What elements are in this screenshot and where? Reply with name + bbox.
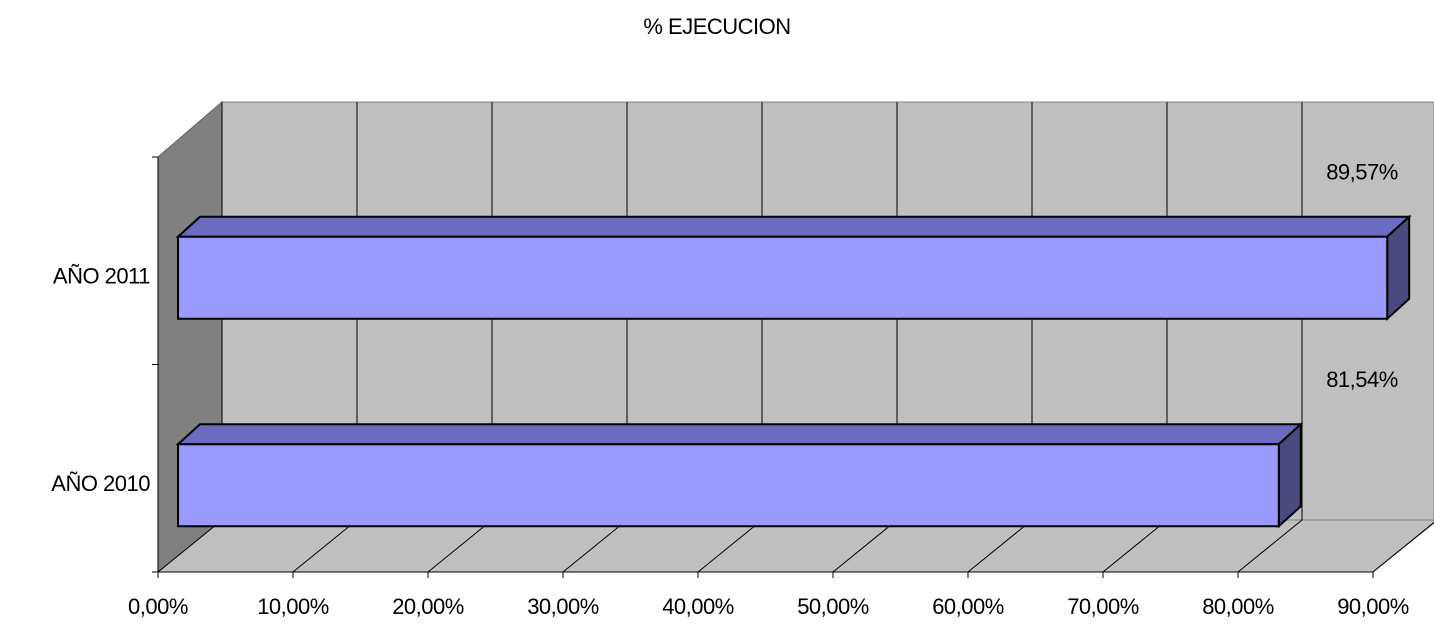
chart-title: % EJECUCION	[643, 14, 790, 39]
bar-top	[175, 423, 1304, 446]
bar-top	[175, 215, 1412, 238]
bar	[177, 443, 1280, 528]
floor-grid-line	[967, 519, 1033, 573]
bar	[177, 235, 1389, 320]
floor	[156, 519, 1434, 573]
x-tick-label: 60,00%	[932, 594, 1004, 619]
x-tick-label: 10,00%	[257, 594, 329, 619]
x-tick-label: 20,00%	[392, 594, 464, 619]
x-tick-label: 30,00%	[527, 594, 599, 619]
floor-grid-line	[697, 519, 763, 573]
floor-grid-line	[427, 519, 493, 573]
x-tick-label: 40,00%	[662, 594, 734, 619]
floor-grid-line	[832, 519, 898, 573]
data-label: 89,57%	[1326, 160, 1398, 185]
y-tick-label: AÑO 2011	[53, 264, 150, 289]
floor-grid-line	[292, 519, 358, 573]
x-tick-label: 70,00%	[1067, 594, 1139, 619]
y-tick-label: AÑO 2010	[51, 471, 150, 496]
data-label: 81,54%	[1326, 367, 1398, 392]
x-tick-label: 50,00%	[797, 594, 869, 619]
floor-grid-line	[1102, 519, 1168, 573]
x-tick-label: 80,00%	[1202, 594, 1274, 619]
floor-grid-line	[1372, 521, 1434, 573]
floor-grid-line	[1237, 519, 1303, 573]
floor-grid-line	[562, 519, 628, 573]
x-tick-label: 90,00%	[1337, 594, 1409, 619]
x-tick-label: 0,00%	[128, 594, 188, 619]
floor-grid-line	[157, 519, 223, 573]
